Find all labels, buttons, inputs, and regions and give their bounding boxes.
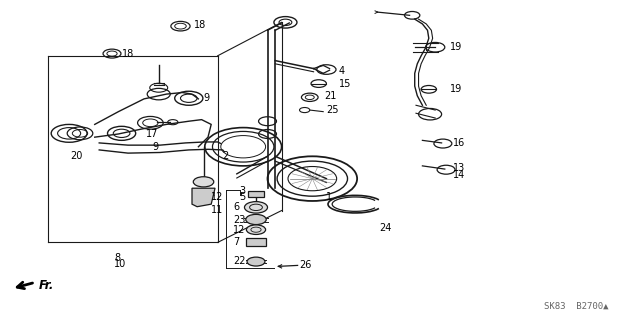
Text: 21: 21 [324, 91, 337, 101]
Text: 16: 16 [453, 138, 465, 148]
Circle shape [246, 225, 266, 234]
Text: 15: 15 [339, 78, 351, 89]
Text: 8: 8 [114, 253, 120, 263]
Text: 26: 26 [300, 260, 312, 271]
Text: 4: 4 [339, 66, 345, 76]
Text: 19: 19 [450, 84, 462, 94]
Text: 10: 10 [114, 259, 126, 269]
Circle shape [247, 257, 265, 266]
Text: SK83  B2700▲: SK83 B2700▲ [544, 302, 608, 311]
Text: 19: 19 [450, 42, 462, 52]
Text: 23: 23 [233, 215, 245, 225]
Text: 14: 14 [453, 170, 465, 180]
Polygon shape [192, 188, 215, 207]
Circle shape [193, 177, 214, 187]
Text: 9: 9 [152, 142, 159, 152]
Text: 3: 3 [239, 186, 246, 196]
Text: 24: 24 [379, 223, 391, 233]
Text: 25: 25 [326, 105, 339, 115]
Text: 11: 11 [211, 205, 223, 215]
Text: 12: 12 [233, 225, 245, 235]
Text: 18: 18 [122, 48, 134, 59]
Text: Fr.: Fr. [38, 279, 54, 292]
Text: 7: 7 [233, 237, 239, 247]
Text: 6: 6 [233, 202, 239, 212]
Circle shape [246, 214, 266, 225]
Bar [246, 238, 266, 246]
Text: 17: 17 [146, 129, 158, 139]
Bar [248, 191, 264, 197]
Text: 13: 13 [453, 163, 465, 174]
Text: 5: 5 [239, 192, 246, 202]
Text: 12: 12 [211, 192, 223, 202]
Text: 9: 9 [203, 93, 209, 103]
Text: 2: 2 [223, 151, 229, 161]
Circle shape [244, 202, 268, 213]
Text: 18: 18 [194, 20, 206, 30]
Text: 1: 1 [326, 192, 332, 202]
Text: 22: 22 [233, 256, 246, 266]
Text: 20: 20 [70, 151, 83, 161]
